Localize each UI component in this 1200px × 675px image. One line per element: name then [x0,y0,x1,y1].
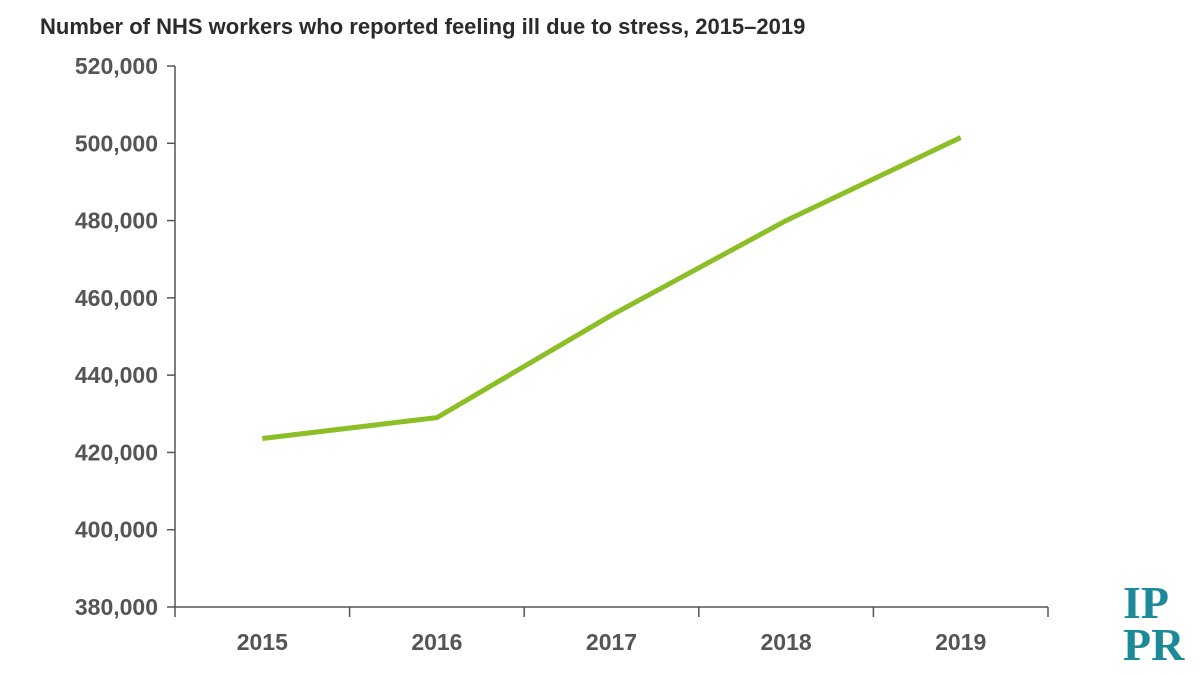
y-tick-label: 480,000 [75,208,158,234]
ippr-logo: IP PR [1123,580,1185,664]
svg-text:IP: IP [1123,580,1169,628]
y-tick-label: 380,000 [75,594,158,620]
chart-title: Number of NHS workers who reported feeli… [40,14,806,39]
x-tick-label: 2015 [237,629,288,655]
y-tick-label: 520,000 [75,53,158,79]
y-tick-label: 400,000 [75,517,158,543]
series-line [262,135,962,441]
x-tick-label: 2018 [761,629,812,655]
y-tick-label: 500,000 [75,130,158,156]
x-tick-label: 2017 [586,629,637,655]
y-tick-label: 460,000 [75,285,158,311]
y-axis: 380,000 400,000 420,000 440,000 460,000 480,0… [75,53,176,620]
series-group [262,135,962,441]
y-tick-label: 440,000 [75,362,158,388]
x-axis: 2015 2016 2017 2018 2019 [174,606,1049,655]
x-tick-label: 2016 [411,629,462,655]
svg-text:PR: PR [1123,619,1185,664]
x-tick-label: 2019 [935,629,986,655]
y-tick-label: 420,000 [75,439,158,465]
